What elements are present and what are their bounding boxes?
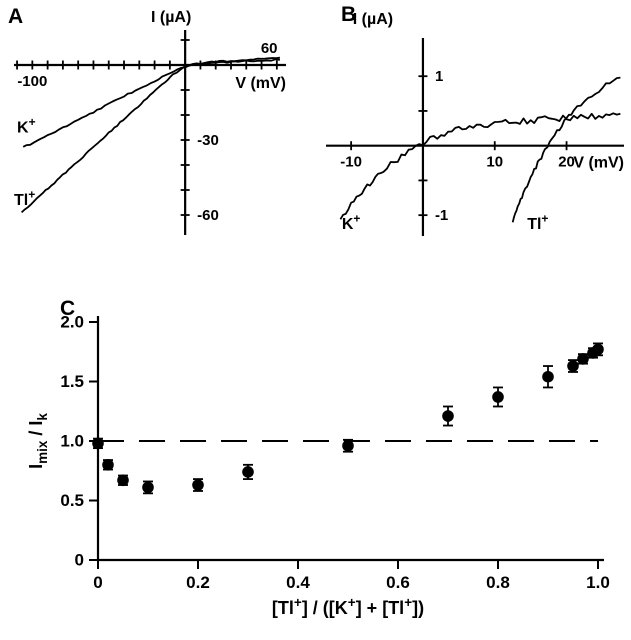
- y-axis-title: I (µA): [353, 11, 393, 28]
- text-run: V (mV): [573, 155, 624, 172]
- text-run: Tl: [527, 216, 541, 233]
- y-tick-label: 2.0: [60, 313, 84, 332]
- x-tick-label: -100: [17, 73, 47, 90]
- x-tick-label: 0.6: [386, 573, 410, 592]
- series-label: Tl+: [527, 212, 548, 233]
- y-tick-label: -60: [197, 207, 219, 224]
- text-run: +: [348, 595, 356, 610]
- x-tick-label: 0: [93, 573, 102, 592]
- x-tick-label: 1.0: [586, 573, 610, 592]
- panel-b-label: B: [341, 3, 357, 26]
- text-run: K: [17, 120, 29, 137]
- series-label: K+: [342, 212, 361, 233]
- y-axis-title: I (µA): [151, 9, 191, 26]
- text-run: Tl: [14, 192, 28, 209]
- text-run: ]): [412, 598, 424, 618]
- data-point: [342, 439, 354, 452]
- text-run: +: [541, 212, 548, 226]
- text-run: 2.0: [60, 313, 84, 332]
- text-run: K: [342, 216, 354, 233]
- data-point: [577, 353, 589, 365]
- data-point: [567, 360, 579, 372]
- text-run: ] / ([K: [302, 598, 348, 618]
- data-point: [92, 437, 104, 450]
- series-curve-k: [339, 112, 621, 220]
- panel-c-label: C: [60, 297, 76, 320]
- data-point: [192, 479, 204, 491]
- text-run: -10: [340, 154, 362, 171]
- x-tick-label: 20: [558, 154, 575, 171]
- data-point: [542, 370, 554, 383]
- x-axis-title: V (mV): [573, 155, 624, 172]
- text-run: 10: [486, 154, 503, 171]
- text-run: -60: [197, 207, 219, 224]
- panel-b-chart: -10 10 201-1I (µA)V (mV)K+ Tl+: [326, 11, 624, 236]
- y-tick-label: 1.5: [60, 372, 84, 391]
- text-run: I (µA): [151, 9, 191, 26]
- text-run: -1: [435, 207, 448, 224]
- data-point: [142, 481, 154, 494]
- text-run: 20: [558, 154, 575, 171]
- text-run: 0.6: [386, 573, 410, 592]
- text-run: 0: [93, 573, 102, 592]
- text-run: mix: [35, 440, 50, 464]
- text-run: +: [29, 115, 36, 129]
- text-run: +: [28, 188, 35, 202]
- data-point: [117, 474, 129, 487]
- series-label: Tl+: [14, 188, 35, 209]
- text-run: -30: [197, 132, 219, 149]
- text-run: +: [353, 212, 360, 226]
- y-tick-label: 0: [75, 551, 84, 570]
- y-axis-title: Imix / Ik: [26, 413, 50, 469]
- x-axis-title: V (mV): [235, 75, 286, 92]
- text-run: 0.8: [486, 573, 510, 592]
- text-run: 1: [435, 68, 443, 85]
- series-curve-tl: [511, 76, 621, 223]
- text-run: 0: [75, 551, 84, 570]
- x-tick-label: 0.4: [286, 573, 310, 592]
- text-run: 0.5: [60, 491, 84, 510]
- y-tick-label: -1: [435, 207, 448, 224]
- data-point: [242, 466, 254, 478]
- y-tick-label: 1: [435, 68, 443, 85]
- x-tick-label: -10: [340, 154, 362, 171]
- x-tick-label: 0.2: [186, 573, 210, 592]
- data-point: [102, 459, 114, 471]
- text-run: -100: [17, 73, 47, 90]
- text-run: 0.4: [286, 573, 310, 592]
- text-run: V (mV): [235, 75, 286, 92]
- text-run: +: [404, 595, 412, 610]
- text-run: +: [294, 595, 302, 610]
- panel-a-label: A: [8, 5, 24, 28]
- y-tick-label: 1.0: [60, 432, 84, 451]
- y-tick-label: -30: [197, 132, 219, 149]
- text-run: ] + [Tl: [356, 598, 405, 618]
- text-run: I (µA): [353, 11, 393, 28]
- text-run: / I: [26, 421, 46, 441]
- x-tick-label: 10: [486, 154, 503, 171]
- data-point: [442, 410, 454, 422]
- text-run: 0.2: [186, 573, 210, 592]
- text-run: 1.0: [60, 432, 84, 451]
- data-point: [492, 391, 504, 403]
- y-tick-label: 0.5: [60, 491, 84, 510]
- panel-c-chart: 0 0.5 1.0 1.5 2.0 0 0.2 0.4 0.6 0.8 1.0 Imix / Ik [T…: [26, 313, 610, 619]
- text-run: 1.0: [586, 573, 610, 592]
- text-run: k: [35, 413, 50, 421]
- x-tick-label: 0.8: [486, 573, 510, 592]
- data-point: [592, 343, 604, 356]
- text-run: 60: [261, 40, 278, 57]
- series-label: K+: [17, 115, 36, 136]
- text-run: I: [26, 464, 46, 469]
- text-run: 1.5: [60, 372, 84, 391]
- series-curve-k: [22, 58, 281, 148]
- text-run: [Tl: [272, 598, 294, 618]
- x-axis-title: [Tl+] / ([K+] + [Tl+]): [272, 595, 424, 618]
- x-tick-label: 60: [261, 40, 278, 57]
- series-curve-tl: [20, 56, 280, 214]
